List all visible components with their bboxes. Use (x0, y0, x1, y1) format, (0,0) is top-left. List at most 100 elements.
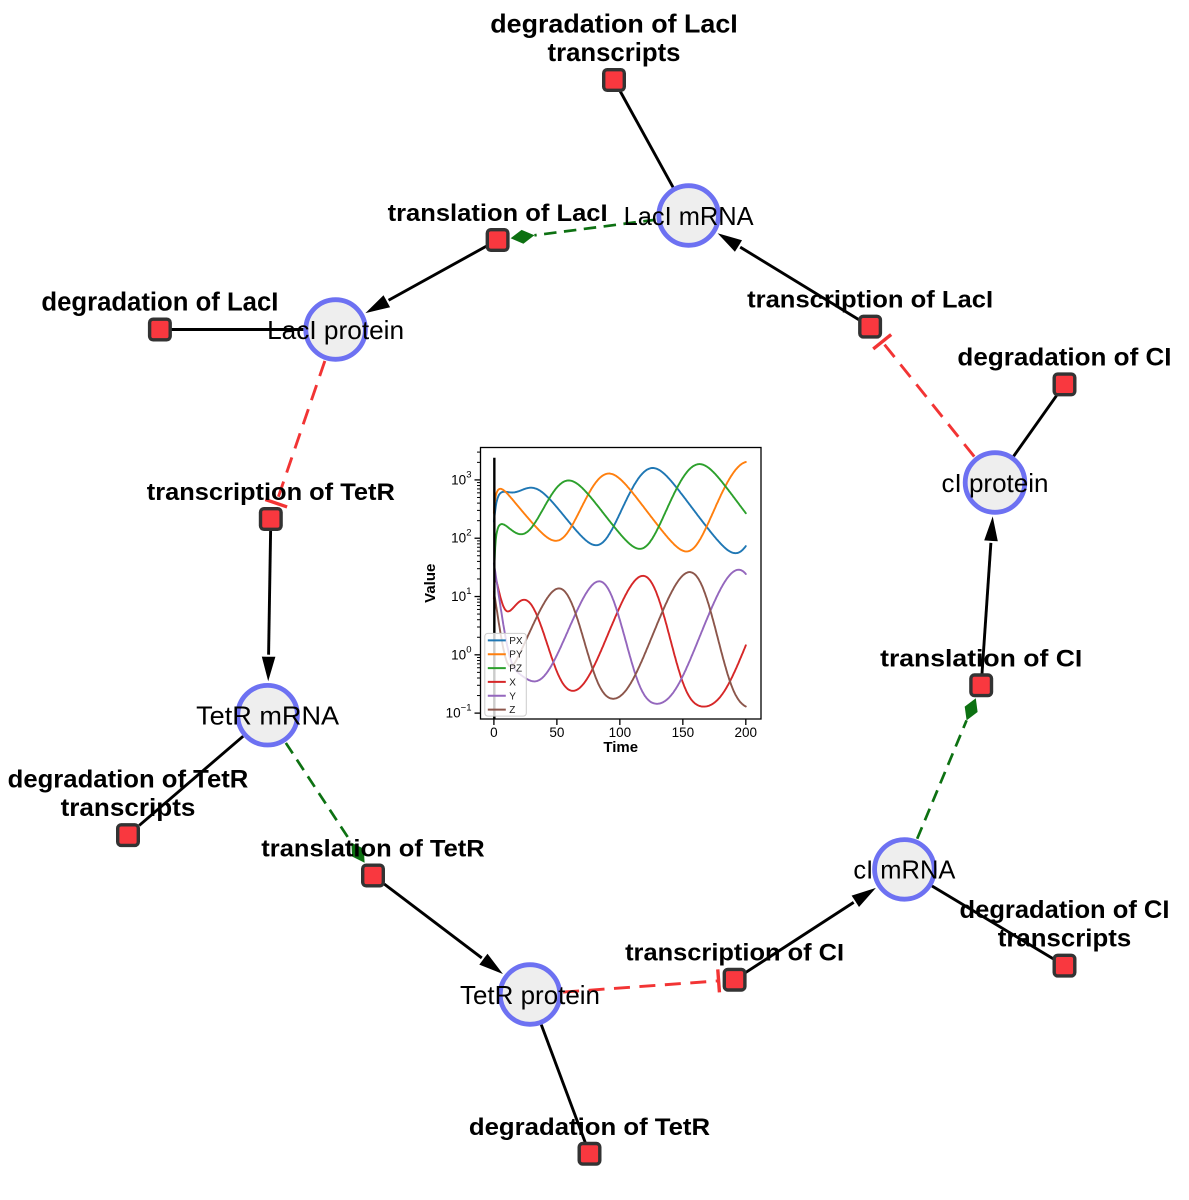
species-node-LacI_mRNA (656, 183, 721, 248)
species-label-LacI_protein: LacI protein (267, 315, 404, 345)
x-axis-label: Time (603, 739, 638, 756)
modifier-diamond-head (351, 842, 365, 863)
reaction-label-tl_TetR-line0: translation of TetR (261, 836, 485, 863)
species-node-cI_mRNA (872, 837, 937, 902)
y-tick-label-1e0: 100 (451, 644, 471, 662)
reaction-node-tl_LacI (485, 227, 510, 252)
edge-inhibition-LacI_protein-tc_TetR (264, 360, 327, 509)
species-label-LacI_mRNA: LacI mRNA (624, 201, 755, 231)
reaction-label-tc_cI-line0: transcription of CI (625, 940, 844, 967)
reaction-node-tc_cI (722, 967, 747, 992)
reaction-label-deg_cI_tr-line1: transcripts (998, 925, 1131, 953)
species-label-cI_protein: cI protein (942, 468, 1049, 498)
species-node-LacI_protein (303, 297, 368, 362)
reaction-label-deg_TetR-line0: degradation of TetR (469, 1114, 711, 1141)
arrow-head (984, 516, 998, 542)
plot-frame (479, 446, 762, 720)
series-curve-PZ (493, 463, 747, 719)
series-curve-X (492, 574, 747, 708)
reaction-node-deg_cI_tr (1052, 953, 1077, 978)
modifier-line (534, 218, 656, 237)
arrow-head (365, 295, 391, 314)
y-tick-label-1e1: 101 (451, 586, 471, 604)
nodes-layer (115, 67, 1077, 1166)
reaction-label-deg_LacI-line0: degradation of LacI (41, 289, 278, 317)
product-line (744, 901, 855, 974)
arrow-head (261, 656, 276, 682)
edge-product-tl_LacI-LacI_protein (365, 244, 488, 314)
modifier-diamond-head (964, 698, 978, 721)
y-tick-label-1e-1: 10−1 (446, 703, 472, 721)
reaction-label-deg_TetR_tr-line1: transcripts (61, 794, 196, 822)
edges-layer (138, 90, 1058, 1144)
labels-layer: LacI mRNA LacI protein TetR mRNA TetR prote… (8, 8, 1172, 1141)
x-tick-label-0: 0 (490, 725, 498, 740)
modifier-line (284, 742, 353, 844)
edge-product-tl_TetR-TetR_protein (383, 882, 503, 974)
edge-product-tc_cI-cI_mRNA (744, 887, 876, 974)
edge-reactant-TetR_mRNA-deg_TetR_tr (138, 735, 245, 827)
inhibition-tee-head (716, 969, 722, 993)
reaction-label-tc_LacI-line0: transcription of LacI (747, 287, 993, 314)
reaction-node-tl_cI (969, 673, 994, 698)
edge-modifier-LacI_mRNA-tl_LacI (510, 218, 656, 244)
series-curve-Z (492, 571, 747, 708)
legend-label-PY: PY (509, 650, 523, 661)
reaction-node-deg_LacI (147, 317, 172, 342)
species-node-cI_protein (962, 450, 1028, 515)
reaction-node-tc_LacI (858, 314, 883, 339)
edge-modifier-TetR_mRNA-tl_TetR (284, 742, 365, 863)
x-tick-label-50: 50 (549, 725, 564, 740)
arrow-head (851, 887, 876, 907)
edge-inhibition-TetR_protein-tc_cI (563, 969, 722, 994)
legend-label-PX: PX (509, 636, 523, 647)
reaction-node-tc_TetR (258, 507, 283, 532)
y-tick-label-1e3: 103 (451, 469, 471, 487)
edge-reactant-TetR_protein-deg_TetR (539, 1024, 587, 1144)
series-curve-Y (492, 562, 747, 705)
reaction-label-deg_cI-line0: degradation of CI (957, 343, 1171, 371)
reaction-label-tl_cI-line0: translation of CI (880, 645, 1082, 672)
y-tick-label-1e2: 102 (451, 528, 471, 546)
inset-timecourse-plot: 0 50 100 150 20010−1100101102103TimeValuePXP… (422, 446, 762, 756)
reactant-line (539, 1024, 587, 1144)
species-node-TetR_mRNA (235, 683, 300, 748)
legend-label-Y: Y (509, 691, 516, 702)
edge-product-tc_LacI-LacI_mRNA (717, 233, 860, 322)
reaction-node-deg_TetR (577, 1141, 602, 1166)
reaction-label-deg_LacI_tr-line0: degradation of LacI (490, 8, 738, 38)
edge-reactant-LacI_mRNA-deg_LacI_tr (618, 90, 675, 188)
modifier-line (915, 719, 968, 840)
edge-reactant-cI_protein-deg_cI (1012, 394, 1058, 458)
inhibition-tee-head (872, 333, 893, 351)
x-tick-label-150: 150 (672, 725, 695, 740)
series-curve-PY (492, 461, 747, 553)
reactant-line (138, 735, 245, 827)
arrow-head (479, 953, 503, 974)
reactant-line (618, 90, 675, 188)
edge-modifier-cI_mRNA-tl_cI (915, 698, 978, 840)
reaction-label-tc_TetR-line0: transcription of TetR (147, 479, 395, 506)
reaction-label-deg_TetR_tr-line0: degradation of TetR (8, 765, 249, 793)
legend-label-PZ: PZ (509, 664, 522, 675)
product-line (980, 542, 993, 675)
species-label-TetR_protein: TetR protein (460, 980, 600, 1010)
plot-background (480, 447, 761, 719)
inhibition-line (563, 979, 719, 994)
species-label-cI_mRNA: cI mRNA (853, 855, 956, 885)
species-label-TetR_mRNA: TetR mRNA (196, 701, 340, 731)
legend-label-Z: Z (509, 705, 515, 716)
edge-product-tl_cI-cI_protein (980, 516, 998, 675)
plot-legend: PX PY PZ XYZ (484, 632, 527, 717)
modifier-diamond-head (510, 229, 535, 244)
reaction-label-deg_cI_tr-line0: degradation of CI (960, 896, 1170, 924)
reaction-node-deg_TetR_tr (115, 823, 140, 848)
x-tick-label-100: 100 (609, 725, 632, 740)
reaction-label-deg_LacI_tr-line1: transcripts (548, 37, 681, 67)
reaction-node-deg_cI (1052, 372, 1077, 397)
curves (492, 461, 747, 719)
species-node-TetR_protein (497, 962, 563, 1027)
series-curve-PX (492, 467, 747, 555)
